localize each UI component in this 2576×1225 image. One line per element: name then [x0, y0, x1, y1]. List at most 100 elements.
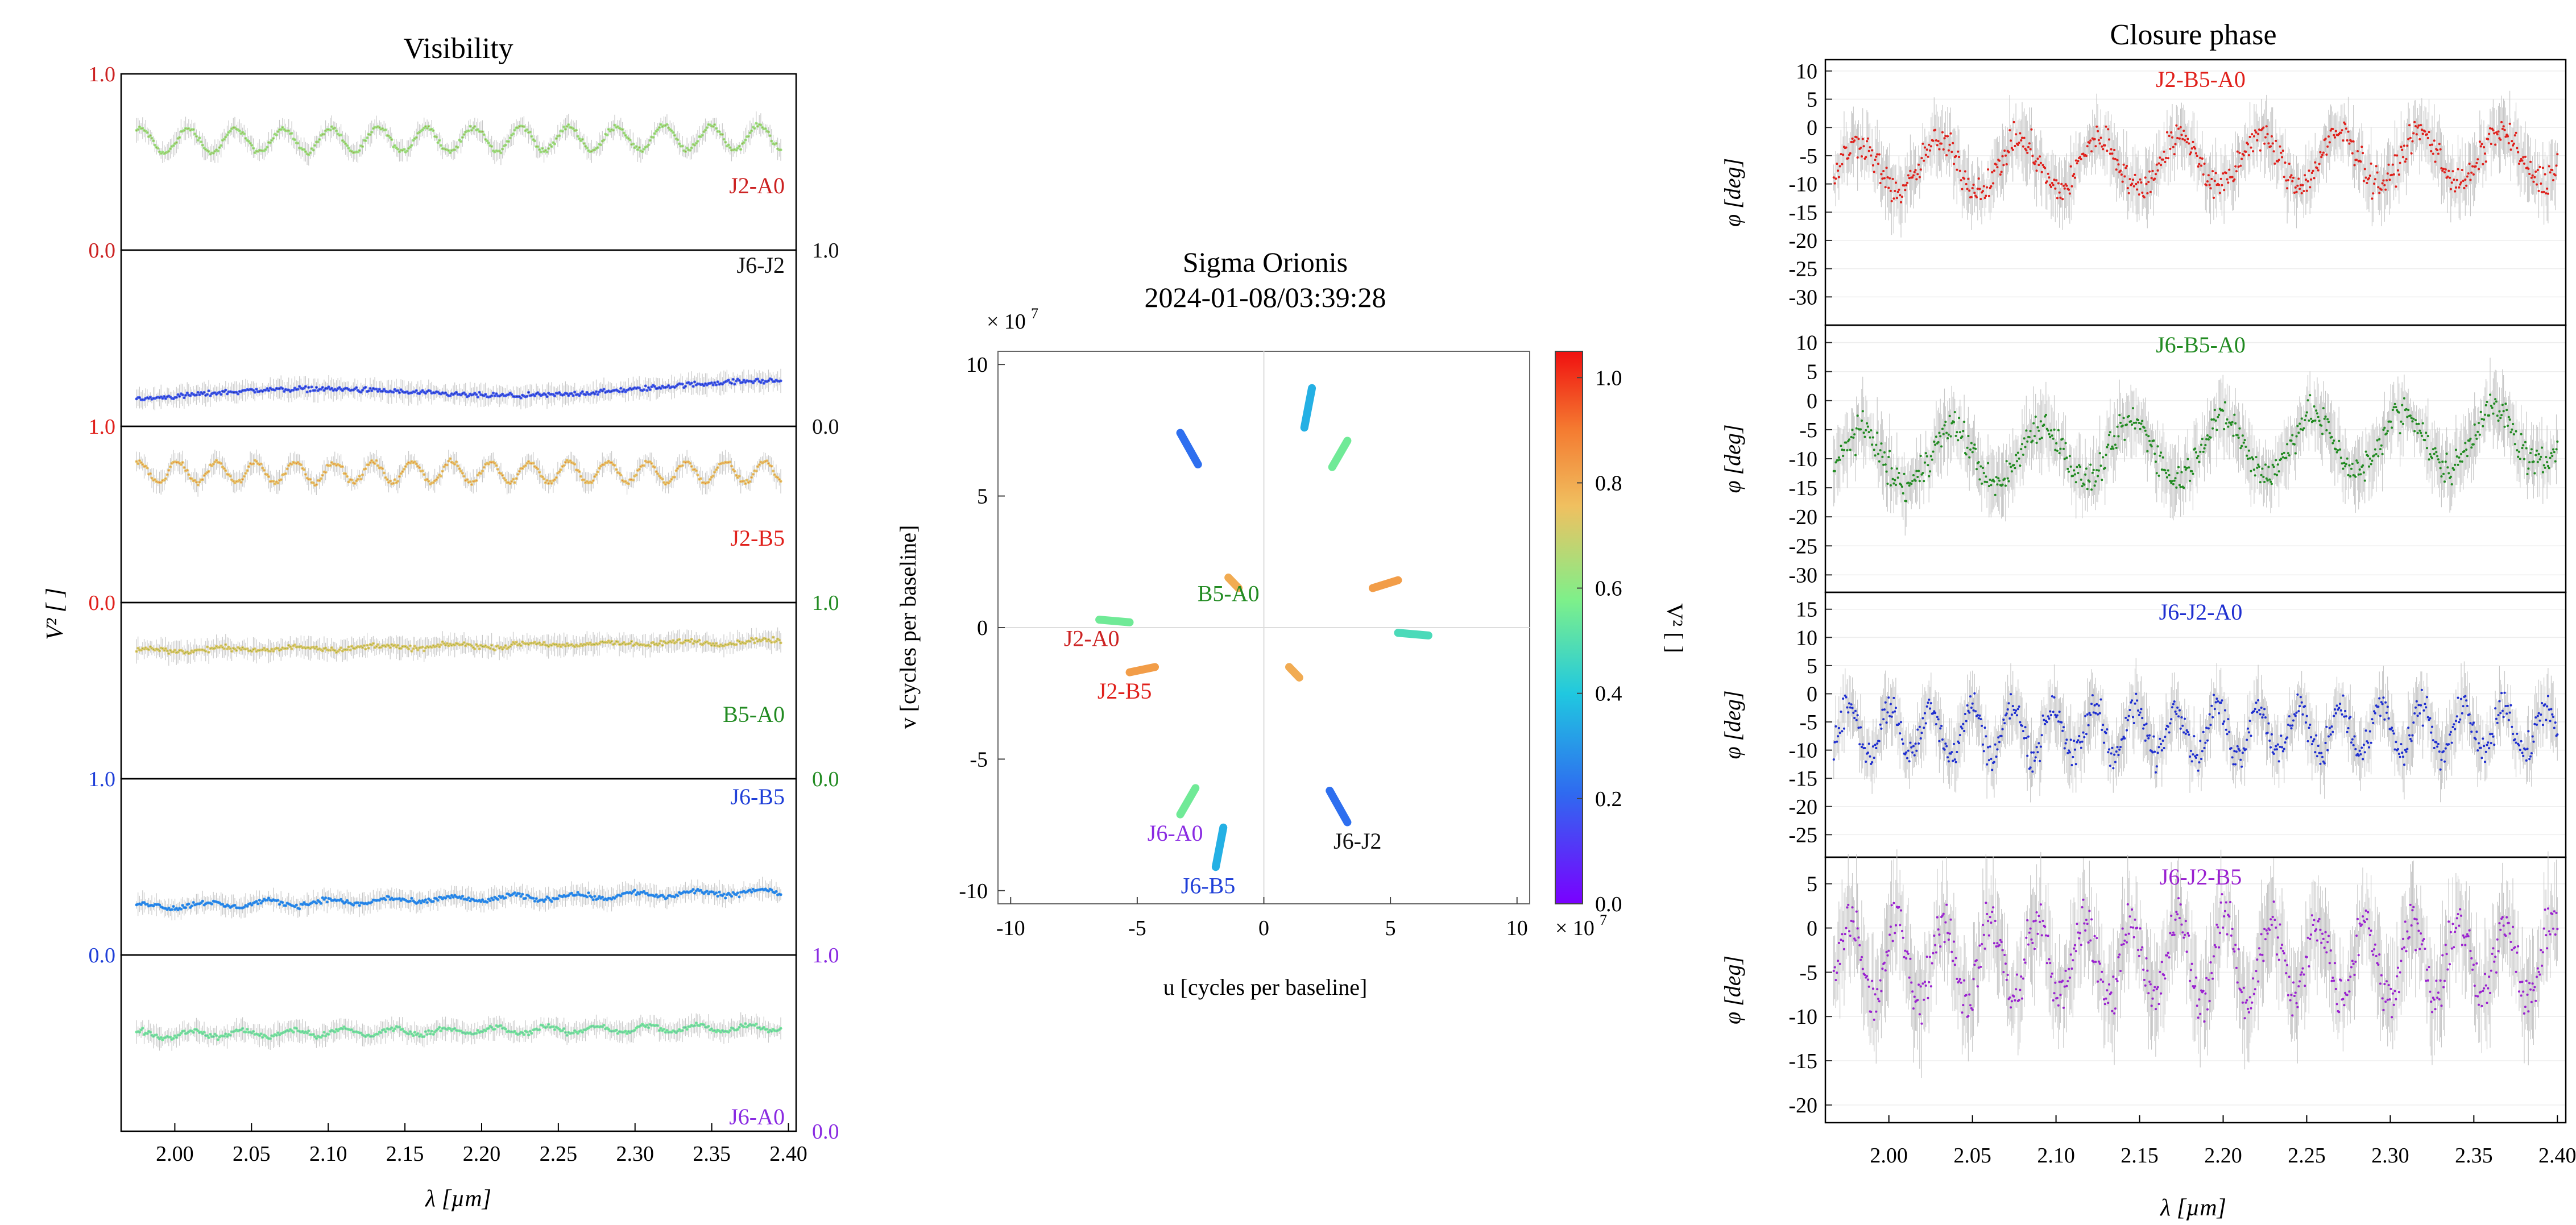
uv-track-3: [1224, 574, 1243, 592]
visibility-series-J6-A0: [135, 1012, 782, 1051]
visibility-chart: Visibility 0.0 1.0 J2-A0 0.0 1.0 J6-J2 0.0 1.0 J…: [42, 32, 839, 1212]
closure-phase-x-tick-label: 2.20: [2204, 1144, 2242, 1168]
closure-phase-x-tick-label: 2.15: [2121, 1144, 2159, 1168]
visibility-panel-frame: [120, 425, 797, 604]
closure-phase-points: [1832, 688, 2559, 774]
closure-phase-y-tick-label: -20: [1788, 505, 1817, 529]
visibility-tick-label: 0.0: [812, 1120, 839, 1144]
uv-baseline-label-J2-B5: J2-B5: [1098, 678, 1152, 704]
closure-phase-chart: Closure phase 10 5 0 -5 -10 -15 -20 -25 -30 J2-B5…: [1720, 19, 2576, 1221]
closure-phase-ylabel: φ [deg]: [1720, 424, 1745, 493]
closure-phase-y-tick-label: -5: [1799, 418, 1817, 442]
uv-x-tick-label: -10: [996, 916, 1025, 940]
closure-phase-y-tick-label: 10: [1796, 331, 1817, 355]
visibility-x-tick-label: 2.10: [309, 1142, 347, 1166]
uv-y-scale-exponent: 7: [1031, 305, 1038, 322]
closure-phase-y-tick-label: -20: [1788, 795, 1817, 819]
uv-y-tick-label: -10: [959, 879, 988, 903]
visibility-points-core: [136, 123, 781, 155]
closure-phase-y-tick-label: -25: [1788, 258, 1817, 281]
visibility-xlabel: λ [µm]: [424, 1186, 491, 1212]
closure-phase-x-tick-label: 2.35: [2455, 1144, 2493, 1168]
uv-colorbar-tick-label: 0.8: [1595, 471, 1622, 495]
closure-phase-points: [1832, 121, 2559, 204]
uv-track-4: [1368, 576, 1402, 592]
visibility-tick-label: 1.0: [812, 944, 839, 967]
closure-phase-y-tick-label: 5: [1807, 360, 1817, 384]
visibility-series-J2-A0: [135, 111, 782, 166]
uv-colorbar-tick-label: 0.0: [1595, 892, 1622, 916]
closure-phase-y-tick-label: -10: [1788, 173, 1817, 197]
uv-x-scale-label: × 10: [1555, 916, 1595, 940]
visibility-x-tick-label: 2.25: [540, 1142, 578, 1166]
visibility-panel-frame: [120, 73, 797, 251]
uv-x-tick-label: 0: [1258, 916, 1269, 940]
closure-phase-y-tick-label: -25: [1788, 534, 1817, 558]
visibility-panel-J6-A0: 0.0 1.0 J6-A0: [120, 944, 839, 1144]
closure-phase-label-J6-J2-B5: J6-J2-B5: [2160, 864, 2242, 890]
closure-phase-series-J6-J2-A0: [1832, 658, 2559, 803]
visibility-panel-B5-A0: 0.0 1.0 B5-A0: [120, 591, 839, 791]
closure-phase-panel-J6-J2-A0: 15 10 5 0 -5 -10 -15 -20 -25 J6-J2-A0 φ [deg]: [1720, 591, 2567, 858]
closure-phase-y-tick-label: -5: [1799, 711, 1817, 734]
closure-phase-panel-J2-B5-A0: 10 5 0 -5 -10 -15 -20 -25 -30 J2-B5-A0 φ [deg]: [1720, 59, 2567, 326]
uv-coverage-chart: Sigma Orionis 2024-01-08/03:39:28 -10 -5 0…: [895, 246, 1688, 1000]
uv-colorbar-tick-label: 0.6: [1595, 577, 1622, 601]
uv-xlabel: u [cycles per baseline]: [1163, 974, 1368, 1000]
visibility-tick-label: 0.0: [812, 415, 839, 439]
uv-colorbar-tick-label: 1.0: [1595, 366, 1622, 390]
visibility-panel-frame: [120, 954, 797, 1132]
visibility-points-core: [136, 888, 781, 911]
uv-track-1: [1328, 437, 1352, 471]
closure-phase-series-J6-B5-A0: [1832, 358, 2559, 536]
visibility-series-J6-B5: [135, 877, 782, 921]
closure-phase-y-tick-label: 0: [1807, 389, 1817, 413]
visibility-baseline-label-J6-B5: J6-B5: [730, 784, 785, 809]
closure-phase-y-tick-label: 0: [1807, 682, 1817, 706]
visibility-panel-J6-J2: 0.0 1.0 J6-J2: [120, 239, 839, 439]
visibility-baseline-label-J2-A0: J2-A0: [729, 173, 785, 198]
closure-phase-x-tick-label: 2.05: [1953, 1144, 1991, 1168]
visibility-panel-frame: [120, 249, 797, 427]
closure-phase-y-tick-label: -15: [1788, 767, 1817, 791]
visibility-panel-frame: [120, 778, 797, 956]
visibility-series-J6-J2: [135, 368, 782, 410]
closure-phase-ylabel: φ [deg]: [1720, 956, 1745, 1024]
uv-y-tick-label: 0: [977, 616, 988, 640]
uv-baseline-label-B5-A0: B5-A0: [1198, 581, 1260, 607]
visibility-baseline-label-J6-J2: J6-J2: [737, 252, 785, 278]
visibility-series-B5-A0: [135, 627, 782, 666]
closure-phase-y-tick-label: -20: [1788, 1094, 1817, 1118]
closure-phase-y-tick-label: 15: [1796, 598, 1817, 622]
uv-track-6: [1095, 616, 1134, 626]
uv-y-tick-label: 5: [977, 485, 988, 509]
closure-phase-y-tick-label: 10: [1796, 626, 1817, 650]
uv-x-tick-label: 5: [1385, 916, 1396, 940]
visibility-baseline-label-J6-A0: J6-A0: [729, 1104, 785, 1130]
visibility-series-J2-B5: [135, 449, 782, 497]
visibility-panel-J2-B5: 0.0 1.0 J2-B5: [89, 415, 797, 615]
closure-phase-y-tick-label: -10: [1788, 1005, 1817, 1029]
visibility-ylabel: V² [ ]: [42, 588, 68, 640]
uv-colorbar-label: V² [ ]: [1662, 603, 1688, 653]
visibility-x-tick-label: 2.40: [769, 1142, 807, 1166]
closure-phase-y-tick-label: -5: [1799, 961, 1817, 985]
uv-baseline-label-J6-B5: J6-B5: [1181, 873, 1236, 898]
uv-x-tick-label: -5: [1128, 916, 1146, 940]
closure-phase-x-tick-label: 2.40: [2538, 1144, 2576, 1168]
closure-phase-y-tick-label: 0: [1807, 917, 1817, 941]
closure-phase-errorbars: [1833, 90, 2558, 238]
closure-phase-y-tick-label: -15: [1788, 201, 1817, 225]
closure-phase-label-J6-B5-A0: J6-B5-A0: [2156, 332, 2246, 358]
visibility-errorbars: [136, 368, 781, 410]
closure-phase-x-tick-label: 2.30: [2371, 1144, 2409, 1168]
closure-phase-points: [1832, 393, 2559, 503]
closure-phase-y-tick-label: -30: [1788, 285, 1817, 309]
visibility-tick-label: 0.0: [89, 591, 116, 615]
uv-track-11: [1326, 786, 1352, 827]
closure-phase-y-tick-label: -5: [1799, 144, 1817, 168]
visibility-panel-J6-B5: 0.0 1.0 J6-B5: [89, 767, 797, 967]
closure-phase-panel-frame: [1824, 856, 2567, 1124]
closure-phase-y-tick-label: -10: [1788, 447, 1817, 471]
